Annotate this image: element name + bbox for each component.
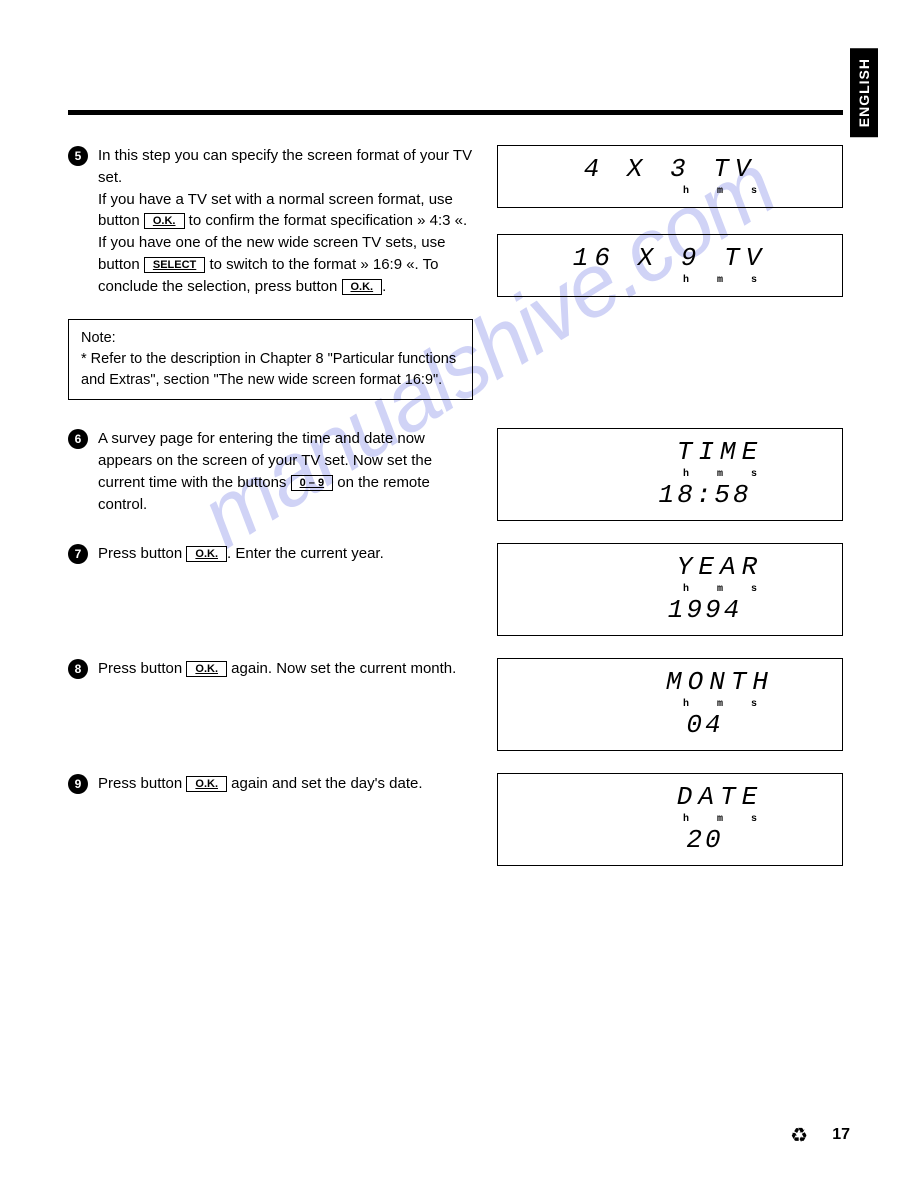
h-label: h	[683, 584, 689, 595]
ok-button-label: O.K.	[186, 546, 227, 562]
display-hms: hms	[510, 186, 830, 197]
page-content: 5 In this step you can specify the scree…	[68, 145, 843, 888]
step-9-display: DATE h m s 20	[497, 773, 843, 866]
display-line1: 4 X 3 TV	[510, 154, 830, 184]
m-label: m	[717, 814, 723, 825]
digits-button-label: 0 – 9	[291, 475, 333, 491]
select-button-label: SELECT	[144, 257, 205, 273]
step-6-bullet: 6	[68, 429, 88, 449]
display-line1: YEAR	[510, 552, 830, 582]
text: Press button	[98, 660, 186, 677]
horizontal-rule	[68, 110, 843, 115]
language-tab: ENGLISH	[850, 48, 878, 137]
step-7-bullet: 7	[68, 544, 88, 564]
display-value: 1994	[510, 595, 830, 625]
note-title: Note:	[81, 328, 460, 349]
display-value: 20	[510, 825, 830, 855]
step-8-text-block: 8 Press button O.K. again. Now set the c…	[68, 658, 473, 751]
text: . Enter the current year.	[227, 545, 384, 562]
step-8-text: Press button O.K. again. Now set the cur…	[98, 658, 456, 680]
step-6-display: TIME h m s 18:58	[497, 428, 843, 521]
display-line1: TIME	[510, 437, 830, 467]
note-box: Note: * Refer to the description in Chap…	[68, 319, 473, 400]
step-8-row: 8 Press button O.K. again. Now set the c…	[68, 658, 843, 751]
display-hms: hms	[510, 814, 830, 825]
s-label: s	[751, 275, 757, 286]
display-hms: hms	[510, 584, 830, 595]
m-label: m	[717, 584, 723, 595]
step-7-row: 7 Press button O.K.. Enter the current y…	[68, 543, 843, 636]
page-number: 17	[832, 1126, 850, 1144]
display-year: YEAR h m s 1994	[497, 543, 843, 636]
step-6-text-block: 6 A survey page for entering the time an…	[68, 428, 473, 521]
display-date: DATE h m s 20	[497, 773, 843, 866]
recycle-icon: ♻	[790, 1123, 808, 1148]
ok-button-label: O.K.	[342, 279, 383, 295]
display-hms: hms	[510, 699, 830, 710]
text: In this step you can specify the screen …	[98, 147, 472, 186]
m-label: m	[717, 275, 723, 286]
step-8-display: MONTH h m s 04	[497, 658, 843, 751]
text: again. Now set the current month.	[227, 660, 456, 677]
step-8-bullet: 8	[68, 659, 88, 679]
step-9-row: 9 Press button O.K. again and set the da…	[68, 773, 843, 866]
m-label: m	[717, 186, 723, 197]
display-hms: hms	[510, 275, 830, 286]
s-label: s	[751, 699, 757, 710]
h-label: h	[683, 186, 689, 197]
step-5-text: In this step you can specify the screen …	[98, 145, 473, 297]
step-9-text-block: 9 Press button O.K. again and set the da…	[68, 773, 473, 866]
step-7-display: YEAR h m s 1994	[497, 543, 843, 636]
text: Press button	[98, 545, 186, 562]
text: Press button	[98, 775, 186, 792]
note-body: * Refer to the description in Chapter 8 …	[81, 349, 460, 391]
step-6-row: 6 A survey page for entering the time an…	[68, 428, 843, 521]
s-label: s	[751, 584, 757, 595]
step-9-bullet: 9	[68, 774, 88, 794]
step-7-text: Press button O.K.. Enter the current yea…	[98, 543, 384, 565]
display-value: 18:58	[510, 480, 830, 510]
display-16x9: 16 X 9 TV h m s	[497, 234, 843, 297]
display-line1: MONTH	[510, 667, 830, 697]
step-5-row: 5 In this step you can specify the scree…	[68, 145, 843, 297]
s-label: s	[751, 814, 757, 825]
h-label: h	[683, 469, 689, 480]
h-label: h	[683, 814, 689, 825]
step-5-text-block: 5 In this step you can specify the scree…	[68, 145, 473, 297]
display-value: 04	[510, 710, 830, 740]
h-label: h	[683, 699, 689, 710]
text: again and set the day's date.	[227, 775, 423, 792]
display-line1: DATE	[510, 782, 830, 812]
display-time: TIME h m s 18:58	[497, 428, 843, 521]
step-6-text: A survey page for entering the time and …	[98, 428, 473, 515]
step-9-text: Press button O.K. again and set the day'…	[98, 773, 423, 795]
ok-button-label: O.K.	[186, 776, 227, 792]
display-hms: hms	[510, 469, 830, 480]
m-label: m	[717, 699, 723, 710]
h-label: h	[683, 275, 689, 286]
s-label: s	[751, 186, 757, 197]
ok-button-label: O.K.	[186, 661, 227, 677]
step-5-displays: 4 X 3 TV h m s 16 X 9 TV h m s	[497, 145, 843, 297]
display-month: MONTH h m s 04	[497, 658, 843, 751]
display-line1: 16 X 9 TV	[510, 243, 830, 273]
step-5-bullet: 5	[68, 146, 88, 166]
s-label: s	[751, 469, 757, 480]
text: .	[382, 278, 386, 295]
step-7-text-block: 7 Press button O.K.. Enter the current y…	[68, 543, 473, 636]
ok-button-label: O.K.	[144, 213, 185, 229]
display-4x3: 4 X 3 TV h m s	[497, 145, 843, 208]
m-label: m	[717, 469, 723, 480]
